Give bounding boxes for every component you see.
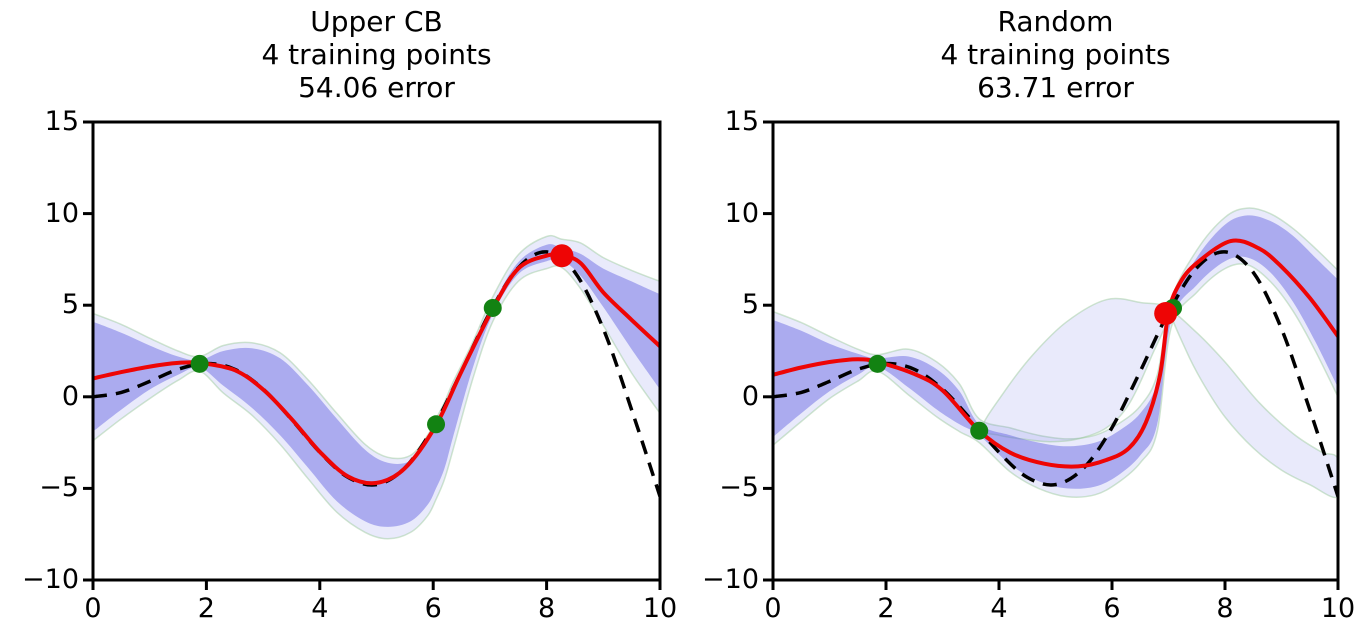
panel-left-title: Upper CB 4 training points 54.06 error [93, 5, 660, 104]
panel-random-training-point-1 [868, 354, 887, 373]
panel-upper-cb-true-function-line [93, 250, 660, 498]
panel-random-plot [763, 120, 1340, 590]
panel-upper-cb-confidence-band [93, 244, 660, 527]
panel-left-title-line3: 54.06 error [298, 71, 455, 104]
panel-random-confidence-band [773, 215, 1338, 489]
panel-random-y-tick-label: −5 [719, 472, 759, 504]
panel-upper-cb-y-tick-label: 15 [44, 106, 79, 137]
panel-random-x-tick-label: 2 [877, 593, 895, 624]
panel-random-x-tick-label: 8 [1216, 593, 1234, 624]
panel-random-y-tick-label: 15 [724, 106, 759, 137]
panel-upper-cb-selected-point [550, 244, 574, 268]
panel-left-title-line2: 4 training points [261, 38, 492, 71]
panel-upper-cb-y-tick-label: 0 [61, 380, 79, 412]
panel-upper-cb-y-tick-label: 5 [61, 289, 79, 321]
panel-random-selected-point [1154, 301, 1178, 325]
panel-random-axes-box [771, 120, 1340, 582]
panel-upper-cb-training-point-2 [427, 415, 446, 434]
panel-upper-cb-x-tick-label: 4 [311, 593, 329, 624]
panel-random-y-tick-label: −10 [702, 564, 759, 595]
panel-random-confidence-band-light-lobe-2 [1170, 311, 1338, 499]
panel-random-x-tick-label: 4 [990, 593, 1008, 624]
panel-left-title-line1: Upper CB [310, 5, 443, 38]
panel-upper-cb-training-point-3 [483, 298, 502, 317]
panel-random-x-tick-label: 6 [1103, 593, 1121, 624]
panel-upper-cb-training-point-1 [190, 354, 209, 373]
panel-upper-cb-y-tick-label: −10 [22, 564, 79, 595]
panel-upper-cb-x-tick-label: 8 [538, 593, 556, 624]
panel-random-training-point-2 [970, 421, 989, 440]
panel-right-title: Random 4 training points 63.71 error [773, 5, 1338, 104]
panel-upper-cb-plot [83, 120, 662, 590]
panel-random-x-tick-label: 10 [1320, 593, 1356, 624]
panel-random-y-tick-label: 10 [724, 197, 759, 229]
panel-right-title-line1: Random [997, 5, 1114, 38]
panel-upper-cb-x-tick-label: 0 [84, 593, 102, 624]
panel-random-y-tick-label: 0 [741, 380, 759, 412]
panel-upper-cb-y-tick-label: 10 [44, 197, 79, 229]
panel-upper-cb-axes-box [91, 120, 662, 582]
panel-upper-cb-x-tick-label: 10 [642, 593, 678, 624]
panel-upper-cb-x-tick-label: 6 [424, 593, 442, 624]
panel-right-title-line3: 63.71 error [977, 71, 1134, 104]
panel-right-title-line2: 4 training points [940, 38, 1171, 71]
panel-random-x-tick-label: 0 [764, 593, 782, 624]
panel-upper-cb-y-tick-label: −5 [39, 472, 79, 504]
panel-upper-cb-x-tick-label: 2 [197, 593, 215, 624]
panel-random-y-tick-label: 5 [741, 289, 759, 321]
